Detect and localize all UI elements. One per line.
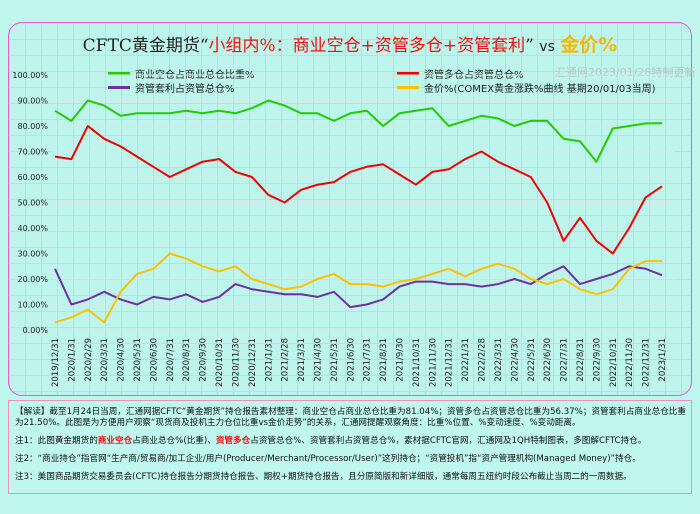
x-tick-label: 2022/10/31: [609, 338, 619, 387]
x-tick-label: 2022/2/28: [478, 338, 488, 382]
note-2: 注2：“商业持仓”指官网“生产商/贸易商/加工企业/用户(Producer/Me…: [15, 454, 641, 464]
x-tick-label: 2022/4/30: [510, 338, 520, 382]
x-tick-label: 2022/9/30: [592, 338, 602, 382]
x-tick-label: 2020/6/30: [149, 338, 159, 382]
x-tick-label: 2023/1/31: [658, 338, 668, 382]
y-tick-label: 40.00%: [17, 224, 48, 233]
x-tick-label: 2022/11/30: [625, 338, 635, 387]
y-tick-label: 0.00%: [23, 326, 49, 335]
x-tick-label: 2021/4/30: [313, 338, 323, 382]
line-chart: 100.00% 90.00% 80.00% 70.00% 60.00% 50.00% 40.…: [12, 71, 675, 387]
series-line-2: [54, 265, 663, 309]
y-tick-label: 60.00%: [17, 173, 48, 182]
x-tick-label: 2020/1/31: [67, 338, 77, 382]
chart-frame: [8, 22, 692, 396]
watermark: 汇通网2023/01/28特制更新: [555, 66, 696, 79]
chart-title: CFTC黄金期货“小组内%：商业空仓+资管多仓+资管套利” vs 金价%: [82, 34, 618, 56]
legend-gold: 金价%(COMEX黄金涨跌%曲线 基期20/01/03当周): [397, 80, 656, 95]
series-line-0: [54, 99, 663, 163]
x-tick-label: 2022/3/31: [494, 338, 504, 382]
x-tick-label: 2020/12/31: [248, 338, 258, 387]
y-tick-label: 20.00%: [17, 275, 48, 284]
x-tick-label: 2022/6/30: [543, 338, 553, 382]
x-tick-label: 2020/8/31: [182, 338, 192, 382]
x-tick-label: 2022/5/31: [527, 338, 537, 382]
x-tick-label: 2022/8/31: [576, 338, 586, 382]
x-tick-label: 2020/2/29: [84, 338, 94, 382]
x-tick-label: 2020/5/31: [133, 338, 143, 382]
y-tick-label: 10.00%: [17, 301, 48, 310]
x-tick-label: 2020/7/31: [166, 338, 176, 382]
x-tick-label: 2021/8/31: [379, 338, 389, 382]
y-tick-label: 70.00%: [17, 148, 48, 157]
x-tick-label: 2020/11/30: [231, 338, 241, 387]
x-tick-label: 2021/9/30: [396, 338, 406, 382]
x-tick-label: 2021/2/28: [281, 338, 291, 382]
x-tick-label: 2021/1/31: [264, 338, 274, 382]
series-line-3: [54, 252, 662, 324]
y-tick-label: 30.00%: [17, 250, 48, 259]
y-tick-label: 80.00%: [17, 122, 48, 131]
y-tick-label: 50.00%: [17, 199, 48, 208]
x-tick-label: 2021/3/31: [297, 338, 307, 382]
note-interpret: 【解读】截至1月24日当周，汇通网据CFTC“黄金期货”持仓报告素材整理：商业空…: [15, 407, 686, 428]
y-tick-label: 90.00%: [17, 97, 48, 106]
x-tick-label: 2020/3/31: [100, 338, 110, 382]
series-line-1: [54, 125, 663, 255]
x-tick-label: 2021/10/31: [412, 338, 422, 387]
x-tick-label: 2021/12/31: [445, 338, 455, 387]
note-1: 注1：此图黄金期货的商业空仓占商业总仓%(比重)、资管多仓占资管总仓%、资管套利…: [15, 436, 647, 446]
x-tick-label: 2021/7/31: [363, 338, 373, 382]
y-tick-label: 100.00%: [12, 71, 48, 80]
x-tick-label: 2022/1/31: [461, 338, 471, 382]
x-tick-label: 2020/10/31: [215, 338, 225, 387]
x-tick-label: 2022/7/31: [560, 338, 570, 382]
note-3: 注3：美国商品期货交易委员会(CFTC)持仓报告分期货持仓报告、期权+期货持仓报…: [15, 472, 632, 482]
notes-box: 【解读】截至1月24日当周，汇通网据CFTC“黄金期货”持仓报告素材整理：商业空…: [8, 400, 692, 494]
x-tick-label: 2022/12/31: [642, 338, 652, 387]
x-tick-label: 2021/11/30: [428, 338, 438, 387]
x-tick-label: 2021/6/30: [346, 338, 356, 382]
x-tick-label: 2021/5/31: [330, 338, 340, 382]
x-tick-label: 2019/12/31: [51, 338, 61, 387]
x-tick-label: 2020/4/30: [117, 338, 127, 382]
x-tick-label: 2020/9/30: [199, 338, 209, 382]
legend-managed-spread: 资管套利占资管总仓%: [108, 80, 235, 95]
